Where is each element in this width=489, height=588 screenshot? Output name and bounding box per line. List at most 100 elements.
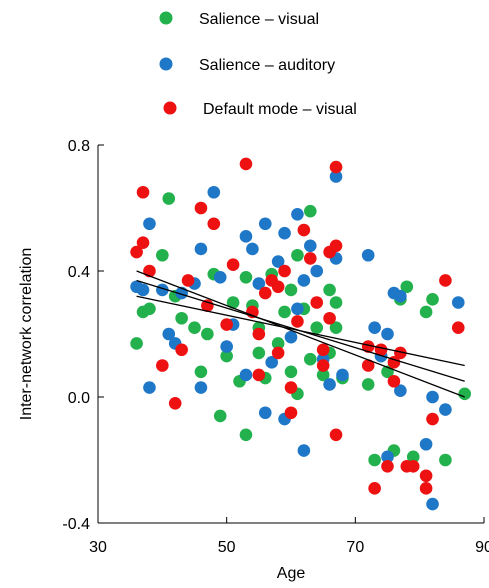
- data-point: [426, 293, 439, 306]
- series-salience-visual: [130, 192, 472, 467]
- data-point: [316, 368, 330, 382]
- data-point: [291, 248, 304, 262]
- data-point: [316, 343, 330, 357]
- y-tick-label: -0.4: [62, 516, 90, 533]
- data-point: [201, 327, 214, 341]
- data-point: [368, 482, 381, 495]
- legend-marker-default-mode-visual: [163, 101, 177, 115]
- data-point: [426, 390, 439, 404]
- data-point: [323, 311, 336, 325]
- data-point: [361, 378, 375, 391]
- data-point: [284, 283, 298, 297]
- data-point: [336, 368, 349, 382]
- data-point: [394, 289, 407, 303]
- legend-entry-salience-auditory: Salience – auditory: [159, 57, 335, 74]
- data-point: [310, 264, 324, 278]
- x-axis-title: Age: [277, 565, 306, 582]
- legend-marker-salience-auditory: [159, 57, 173, 71]
- data-point: [194, 201, 208, 215]
- y-tick-label: 0.0: [68, 390, 90, 407]
- data-point: [284, 406, 298, 420]
- x-tick-label: 90: [475, 539, 489, 556]
- data-point: [291, 208, 304, 221]
- data-point: [304, 252, 317, 265]
- data-point: [426, 497, 439, 511]
- data-point: [284, 365, 298, 379]
- legend-label-default-mode-visual: Default mode – visual: [203, 101, 357, 118]
- data-point: [194, 242, 208, 256]
- data-point: [213, 271, 227, 284]
- data-point: [329, 239, 343, 253]
- data-point: [451, 296, 465, 309]
- axis-ticks: -0.4 0.0 0.4 0.8 30 50 70 90: [62, 138, 489, 556]
- legend: Salience – visual Salience – auditory De…: [159, 11, 357, 118]
- data-point: [304, 204, 317, 218]
- data-point: [258, 286, 272, 300]
- data-point: [291, 315, 304, 328]
- data-point: [143, 381, 156, 394]
- legend-label-salience-auditory: Salience – auditory: [199, 57, 335, 74]
- data-point: [252, 346, 266, 360]
- data-point: [361, 340, 375, 353]
- y-tick-label: 0.4: [68, 264, 90, 281]
- data-point: [271, 337, 285, 350]
- data-point: [271, 255, 285, 268]
- data-point: [220, 349, 233, 363]
- data-point: [258, 217, 272, 231]
- data-point: [451, 321, 465, 335]
- data-point: [239, 157, 253, 171]
- data-point: [329, 428, 343, 442]
- data-point: [162, 192, 176, 205]
- trend-line: [136, 295, 465, 367]
- data-point: [252, 327, 266, 341]
- data-point: [419, 469, 433, 483]
- data-point: [168, 397, 182, 410]
- data-point: [297, 223, 311, 237]
- series-default-mode-visual: [130, 157, 465, 495]
- data-point: [175, 311, 188, 325]
- data-point: [220, 318, 233, 331]
- data-point: [226, 258, 240, 272]
- data-point: [136, 236, 150, 249]
- data-point: [239, 428, 253, 442]
- data-point: [136, 185, 150, 199]
- data-point: [329, 160, 343, 174]
- data-point: [323, 283, 336, 297]
- data-point: [368, 321, 381, 335]
- data-point: [156, 359, 169, 372]
- x-tick-label: 70: [346, 539, 364, 556]
- data-point: [207, 217, 221, 231]
- legend-label-salience-visual: Salience – visual: [199, 11, 319, 28]
- data-point: [239, 368, 253, 382]
- data-point: [368, 453, 381, 467]
- data-point: [323, 378, 336, 391]
- data-point: [387, 374, 401, 388]
- data-point: [130, 245, 143, 259]
- trend-lines: [136, 270, 465, 398]
- data-point: [194, 365, 208, 379]
- data-point: [310, 321, 324, 335]
- data-point: [297, 274, 311, 287]
- data-point: [419, 305, 433, 319]
- data-point: [220, 340, 233, 353]
- legend-entry-default-mode-visual: Default mode – visual: [163, 101, 357, 118]
- data-point: [252, 368, 266, 382]
- data-point: [400, 280, 414, 294]
- x-tick-label: 30: [89, 539, 107, 556]
- data-point: [291, 302, 304, 316]
- data-point: [406, 460, 420, 473]
- data-point: [278, 264, 291, 278]
- data-point: [329, 321, 343, 335]
- data-point: [284, 330, 298, 344]
- data-point: [304, 239, 317, 253]
- data-point: [181, 274, 195, 287]
- legend-marker-salience-visual: [159, 11, 173, 25]
- data-point: [271, 280, 285, 294]
- legend-entry-salience-visual: Salience – visual: [159, 11, 319, 28]
- data-point: [175, 343, 188, 357]
- data-point: [310, 296, 324, 309]
- y-axis-title: Inter-network correlation: [18, 248, 35, 421]
- data-point: [136, 283, 150, 297]
- data-point: [278, 226, 291, 240]
- data-point: [406, 450, 420, 464]
